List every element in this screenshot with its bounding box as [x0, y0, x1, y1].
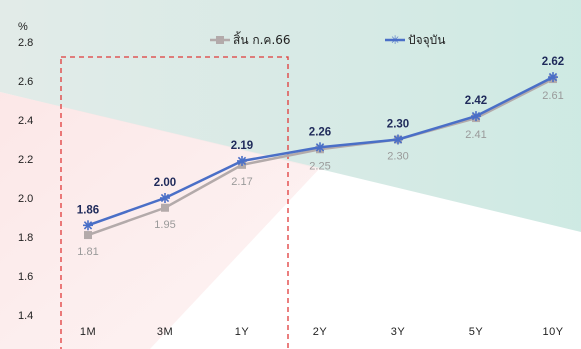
data-label-current: 2.30 [387, 119, 409, 131]
legend-item-prev: สิ้น ก.ค.66 [210, 31, 291, 47]
x-tick-label: 1M [80, 326, 96, 338]
y-tick-label: 1.4 [18, 310, 33, 322]
data-labels: 1.81 1.95 2.17 2.25 2.30 2.41 2.61 1.86 2.00 2.19… [77, 56, 564, 258]
series-layer [83, 72, 558, 240]
data-label-current: 2.62 [542, 56, 564, 68]
data-point [315, 142, 325, 153]
data-label-prev: 2.30 [387, 151, 408, 163]
data-label-prev: 2.61 [542, 90, 563, 102]
x-tick-label: 10Y [542, 326, 563, 338]
x-tick-label: 5Y [469, 326, 484, 338]
data-label-prev: 2.25 [309, 160, 330, 172]
data-point [84, 231, 92, 240]
data-point [548, 72, 558, 83]
y-axis-unit-label: % [18, 21, 28, 33]
y-axis: 2.8 2.6 2.4 2.2 2.0 1.8 1.6 1.4 [18, 37, 33, 322]
x-tick-label: 2Y [313, 326, 328, 338]
data-label-current: 2.19 [231, 140, 253, 152]
y-tick-label: 1.8 [18, 232, 33, 244]
legend-square-marker [216, 36, 224, 44]
data-point [393, 134, 403, 145]
data-point [160, 193, 170, 203]
x-axis: 1M 3M 1Y 2Y 3Y 5Y 10Y [80, 326, 563, 338]
y-tick-label: 1.6 [18, 271, 33, 283]
legend: สิ้น ก.ค.66 ✳ ปัจจุบัน [210, 31, 446, 48]
x-tick-label: 3Y [391, 326, 406, 338]
data-point [471, 111, 481, 122]
legend-item-current: ✳ ปัจจุบัน [385, 33, 446, 48]
data-label-current: 1.86 [77, 204, 99, 216]
y-tick-label: 2.4 [18, 115, 33, 127]
data-label-prev: 1.95 [154, 219, 175, 231]
y-tick-label: 2.2 [18, 154, 33, 166]
x-tick-label: 1Y [235, 326, 250, 338]
data-point [237, 155, 247, 166]
data-label-prev: 2.17 [231, 176, 252, 188]
highlight-region [60, 56, 289, 349]
data-point [83, 220, 93, 231]
x-tick-label: 3M [157, 326, 173, 338]
y-tick-label: 2.6 [18, 76, 33, 88]
data-label-current: 2.42 [465, 95, 487, 107]
legend-label-current: ปัจจุบัน [408, 33, 446, 48]
data-label-prev: 1.81 [77, 246, 98, 258]
data-label-current: 2.26 [309, 126, 331, 138]
data-label-current: 2.00 [154, 177, 176, 189]
y-tick-label: 2.0 [18, 193, 33, 205]
data-point [161, 203, 169, 212]
legend-star-marker: ✳ [390, 33, 400, 47]
y-tick-label: 2.8 [18, 37, 33, 49]
legend-label-prev: สิ้น ก.ค.66 [233, 31, 291, 47]
data-label-prev: 2.41 [465, 129, 486, 141]
